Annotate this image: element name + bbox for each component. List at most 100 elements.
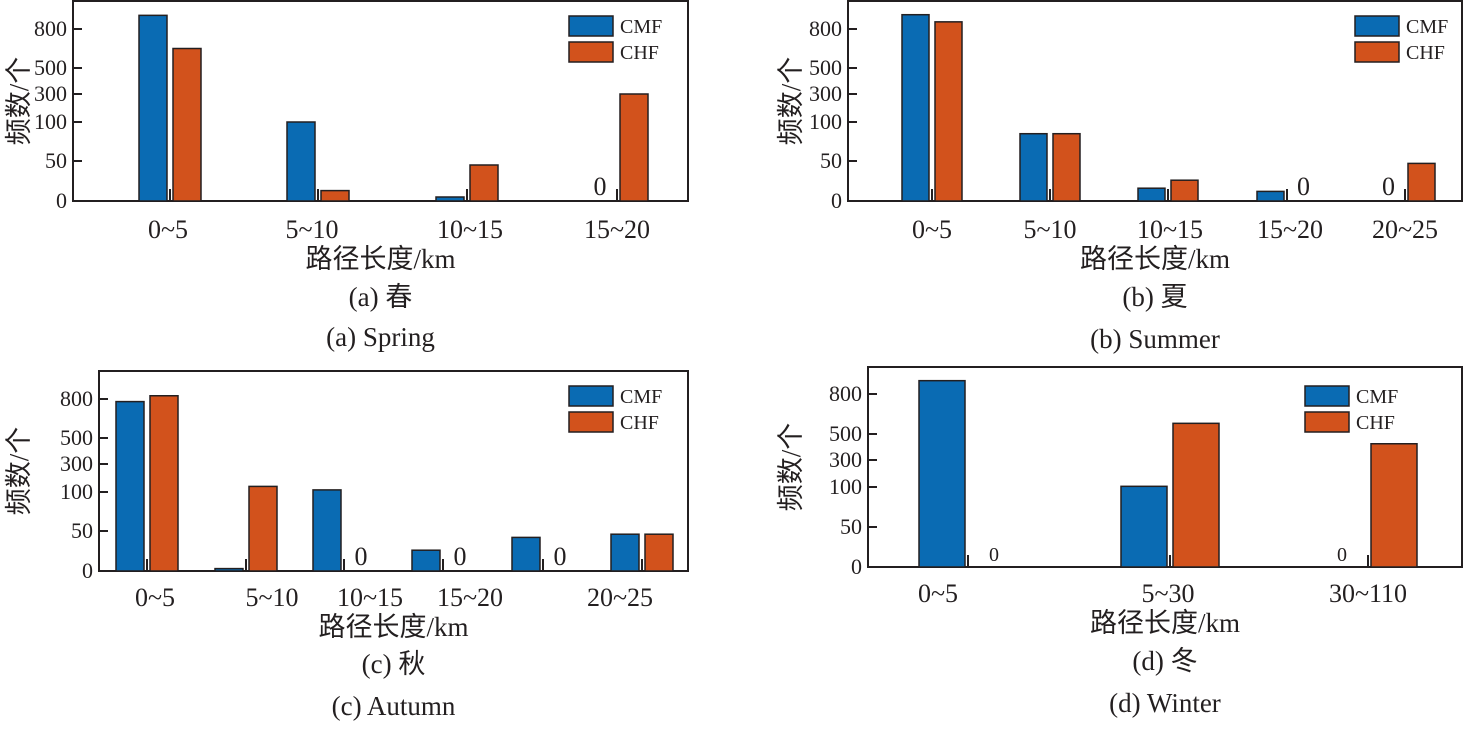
bar-chf-1 (320, 189, 350, 202)
y-tick-label: 800 (809, 16, 842, 41)
y-tick-label: 300 (829, 447, 862, 472)
bar-cmf-1 (286, 121, 316, 202)
y-tick-label: 100 (34, 109, 67, 134)
legend-label-chf: CHF (1356, 412, 1395, 434)
y-tick-label: 300 (809, 81, 842, 106)
x-tick-label: 5~10 (285, 215, 338, 244)
bar-cmf-4 (511, 536, 541, 572)
bar-cmf-5 (610, 533, 640, 572)
bar-chf-5 (644, 533, 674, 572)
y-tick-label: 0 (56, 188, 67, 213)
caption-en: (a) Spring (326, 322, 435, 352)
x-axis-label: 路径长度/km (318, 612, 468, 642)
zero-value-label: 0 (554, 542, 567, 571)
bar-chf-2 (469, 164, 499, 202)
x-axis-label: 路径长度/km (1090, 608, 1240, 638)
zero-value-label: 0 (594, 172, 607, 201)
plot-frame (72, 0, 689, 202)
caption-en: (b) Summer (1090, 324, 1220, 354)
bar-chf-0 (172, 47, 202, 202)
x-tick-label: 15~20 (437, 583, 503, 612)
legend-swatch-chf (1304, 411, 1350, 433)
x-tick-label: 0~5 (135, 583, 175, 612)
bar-chf-3 (619, 93, 649, 202)
y-axis-label: 频数/个 (776, 57, 806, 146)
zero-value-label: 0 (1297, 172, 1310, 201)
y-axis-label: 频数/个 (4, 427, 34, 516)
x-axis-label: 路径长度/km (305, 244, 455, 274)
bar-cmf-2 (435, 196, 465, 202)
y-tick-label: 0 (82, 558, 93, 583)
caption-en: (d) Winter (1109, 688, 1221, 718)
zero-value-label: 0 (989, 544, 999, 566)
x-tick-label: 0~5 (912, 215, 952, 244)
caption-cn: (a) 春 (349, 282, 413, 312)
x-tick-label: 0~5 (918, 579, 958, 608)
y-tick-label: 500 (34, 55, 67, 80)
caption-cn: (c) 秋 (362, 649, 426, 679)
bar-chf-4 (1407, 162, 1436, 202)
x-tick-label: 15~20 (584, 215, 650, 244)
legend-label-chf: CHF (1406, 42, 1445, 64)
legend-swatch-cmf (1354, 15, 1400, 37)
legend-label-cmf: CMF (1356, 386, 1398, 408)
y-tick-label: 500 (60, 425, 93, 450)
legend-swatch-chf (568, 41, 614, 63)
x-tick-label: 5~30 (1141, 579, 1194, 608)
caption-cn: (d) 冬 (1132, 646, 1197, 676)
bar-cmf-0 (918, 379, 966, 568)
x-tick-label: 5~10 (1023, 215, 1076, 244)
bar-cmf-0 (901, 13, 930, 202)
legend-label-cmf: CMF (1406, 16, 1448, 38)
legend-swatch-cmf (568, 385, 614, 407)
bar-cmf-2 (312, 489, 342, 572)
y-tick-label: 800 (829, 381, 862, 406)
y-axis-label: 频数/个 (4, 57, 34, 146)
legend-swatch-cmf (1304, 385, 1350, 407)
y-tick-label: 50 (71, 518, 93, 543)
y-tick-label: 50 (820, 148, 842, 173)
bar-cmf-0 (138, 14, 168, 202)
legend-swatch-chf (1354, 41, 1400, 63)
bar-cmf-1 (1120, 485, 1168, 568)
zero-value-label: 0 (1382, 172, 1395, 201)
bar-chf-0 (934, 21, 963, 202)
zero-value-label: 0 (454, 542, 467, 571)
caption-cn: (b) 夏 (1122, 282, 1187, 312)
x-tick-label: 20~25 (1372, 215, 1438, 244)
x-axis-label: 路径长度/km (1080, 244, 1230, 274)
bar-cmf-2 (1137, 187, 1166, 202)
x-tick-label: 20~25 (587, 583, 653, 612)
zero-value-label: 0 (1337, 544, 1347, 566)
x-tick-label: 5~10 (245, 583, 298, 612)
legend-swatch-chf (568, 411, 614, 433)
legend-label-chf: CHF (620, 42, 659, 64)
legend-label-chf: CHF (620, 412, 659, 434)
bar-cmf-3 (411, 549, 441, 572)
legend-swatch-cmf (568, 15, 614, 37)
y-tick-label: 800 (60, 386, 93, 411)
caption-en: (c) Autumn (332, 691, 456, 721)
x-tick-label: 10~15 (1137, 215, 1203, 244)
y-tick-label: 300 (60, 451, 93, 476)
x-tick-label: 30~110 (1329, 579, 1407, 608)
legend-label-cmf: CMF (620, 386, 662, 408)
x-tick-label: 10~15 (437, 215, 503, 244)
y-tick-label: 500 (829, 421, 862, 446)
x-tick-label: 15~20 (1257, 215, 1323, 244)
bar-cmf-0 (115, 400, 145, 572)
y-tick-label: 50 (840, 514, 862, 539)
y-tick-label: 100 (829, 474, 862, 499)
legend-label-cmf: CMF (620, 16, 662, 38)
bar-chf-2 (1370, 443, 1418, 568)
y-tick-label: 100 (809, 109, 842, 134)
y-tick-label: 300 (34, 81, 67, 106)
bar-chf-0 (149, 395, 179, 572)
bar-cmf-3 (1256, 190, 1285, 202)
zero-value-label: 0 (355, 542, 368, 571)
bar-chf-1 (1052, 132, 1081, 202)
